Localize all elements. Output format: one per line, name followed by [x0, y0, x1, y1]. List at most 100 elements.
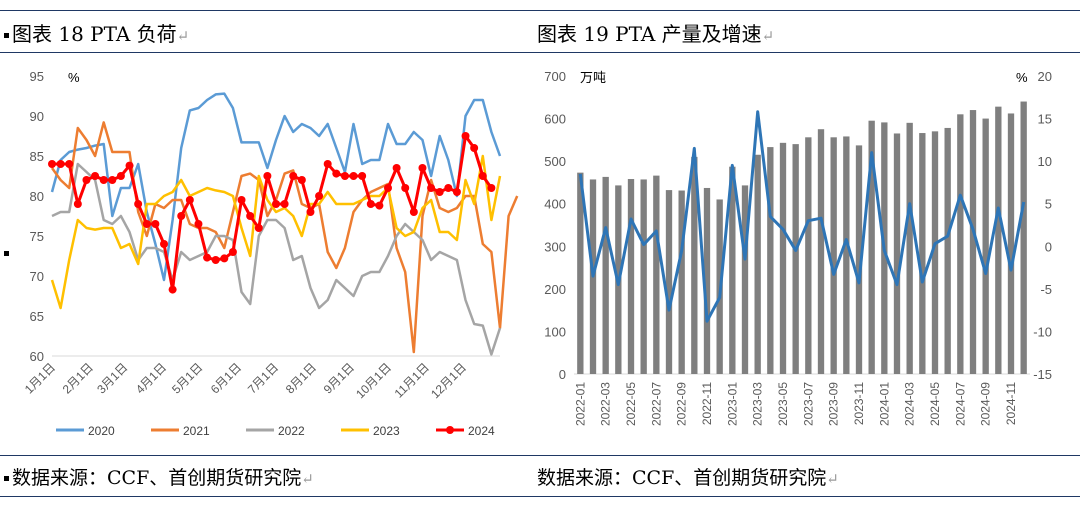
x-tick-label: 2024-09	[979, 382, 993, 426]
x-tick-label: 2024-11	[1004, 382, 1018, 425]
bullet-icon	[4, 476, 9, 481]
legend-label: 2022	[278, 424, 305, 438]
series-2024-marker	[323, 160, 332, 168]
output-bar	[919, 133, 926, 374]
series-2024-marker	[366, 200, 375, 208]
bottom-rule	[0, 496, 1080, 497]
legend-label: 2021	[183, 424, 210, 438]
top-rule	[0, 10, 1080, 11]
series-2024-marker	[272, 200, 280, 208]
series-line-2021	[50, 121, 519, 354]
pta-output-chart: 0 100 200 300 400 500 600 700 -15 -10 -5 0 5 10 15 20 万吨…	[544, 69, 1052, 426]
series-2024-marker	[134, 200, 143, 208]
y-right-tick-label: -5	[1040, 282, 1052, 297]
series-2024-marker	[470, 144, 479, 152]
output-bar	[767, 147, 774, 374]
series-2024-marker	[56, 160, 65, 168]
output-bar	[868, 120, 875, 374]
output-bar	[640, 179, 647, 374]
series-2024-marker	[332, 169, 341, 178]
x-tick-label: 2022-09	[675, 382, 689, 426]
series-2024-marker	[160, 240, 168, 248]
output-bar	[906, 122, 913, 374]
output-bar	[995, 106, 1002, 374]
legend-label: 2023	[373, 424, 400, 438]
x-tick-label: 4月1日	[133, 360, 169, 396]
y-tick-label: 95	[30, 69, 44, 84]
y-left-tick-label: 700	[544, 69, 566, 84]
output-bar	[957, 114, 964, 375]
series-2024-marker	[116, 172, 125, 180]
output-bar	[944, 127, 951, 375]
output-bar	[602, 176, 609, 374]
series-2024-marker	[73, 200, 82, 208]
return-mark-icon: ↵	[826, 470, 839, 488]
x-tick-label: 2022-11	[700, 382, 714, 425]
x-tick-label: 2月1日	[60, 360, 96, 396]
source-rule-top	[0, 455, 1080, 456]
x-tick-label: 2023-11	[852, 382, 866, 425]
series-line-2020	[50, 92, 502, 282]
y-right-tick-label: 0	[1045, 239, 1052, 254]
figure-18-caption: 图表 18 PTA 负荷↵	[12, 21, 189, 49]
series-2024-marker	[151, 220, 160, 228]
x-tick-label: 7月1日	[245, 360, 281, 396]
output-bar	[843, 136, 850, 374]
series-2024-marker	[427, 184, 436, 192]
x-tick-label: 5月1日	[169, 360, 205, 396]
output-bar	[627, 179, 635, 374]
y-right-tick-label: 15	[1038, 112, 1052, 127]
x-tick-label: 6月1日	[208, 360, 244, 396]
x-tick-label: 2023-09	[827, 382, 841, 426]
y-right-tick-label: -15	[1033, 367, 1052, 382]
x-tick-label: 2022-07	[649, 382, 663, 426]
figure-19-source-text: 数据来源：CCF、首创期货研究院	[537, 467, 827, 489]
series-2024-marker	[168, 285, 177, 294]
series-2024-marker	[246, 212, 255, 220]
x-tick-label: 10月1日	[353, 360, 394, 401]
figure-18-source-text: 数据来源：CCF、首创期货研究院	[12, 467, 302, 489]
output-bar	[792, 144, 799, 374]
y-tick-label: 70	[30, 269, 44, 284]
figure-18-source: 数据来源：CCF、首创期货研究院↵	[12, 465, 314, 492]
y-right-tick-label: -10	[1033, 324, 1052, 339]
series-2024-marker	[254, 224, 263, 232]
series-2024-marker	[185, 196, 194, 204]
series-2024-marker	[280, 200, 289, 208]
series-2024-marker	[340, 172, 349, 180]
output-bar	[855, 145, 863, 374]
series-2024-marker	[487, 184, 496, 192]
series-2024-marker	[228, 248, 237, 256]
figure-19-caption-text: 图表 19 PTA 产量及增速	[537, 22, 762, 46]
series-2024-marker	[384, 184, 392, 192]
y-left-unit-label: 万吨	[580, 70, 606, 85]
x-tick-label: 2024-05	[928, 382, 942, 426]
output-bar	[665, 190, 673, 374]
y-left-tick-label: 200	[544, 282, 566, 297]
series-2024-marker	[375, 201, 384, 210]
y-right-tick-label: 5	[1045, 197, 1052, 212]
return-mark-icon: ↵	[761, 27, 775, 45]
y-tick-label: 60	[30, 349, 44, 364]
series-2024-marker	[401, 184, 410, 192]
series-2024-marker	[409, 208, 418, 216]
output-bar	[982, 118, 989, 374]
y-tick-label: 90	[30, 109, 44, 124]
x-tick-label: 8月1日	[283, 360, 319, 396]
output-bar	[754, 154, 761, 374]
series-2024-marker	[315, 192, 324, 200]
x-tick-label: 2024-03	[903, 382, 917, 426]
y-left-tick-label: 400	[544, 197, 566, 212]
output-bar	[703, 187, 711, 374]
y-tick-label: 85	[30, 149, 44, 164]
y-left-tick-label: 300	[544, 239, 566, 254]
series-2024-marker	[237, 196, 246, 204]
output-bar	[653, 175, 660, 374]
output-bar	[805, 137, 812, 374]
series-2024-marker	[82, 176, 91, 184]
figure-19-source: 数据来源：CCF、首创期货研究院↵	[537, 465, 839, 492]
y-left-tick-label: 100	[544, 324, 566, 339]
series-line-2022	[51, 162, 502, 356]
return-mark-icon: ↵	[176, 27, 190, 45]
y-left-tick-label: 600	[544, 112, 566, 127]
